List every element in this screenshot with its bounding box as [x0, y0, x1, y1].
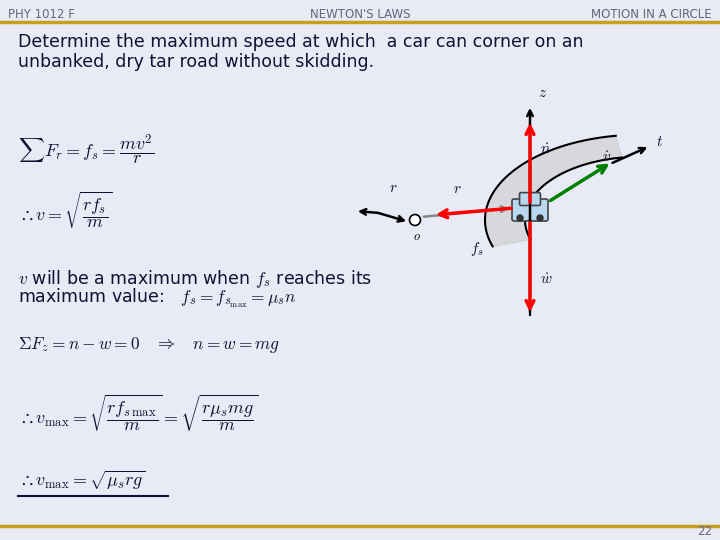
Text: $\therefore v = \sqrt{\dfrac{rf_s}{m}}$: $\therefore v = \sqrt{\dfrac{rf_s}{m}}$ [18, 190, 112, 231]
Text: $\dot{n}$: $\dot{n}$ [540, 143, 551, 158]
Text: $r$: $r$ [453, 181, 462, 196]
Text: MOTION IN A CIRCLE: MOTION IN A CIRCLE [591, 8, 712, 21]
Polygon shape [485, 136, 622, 246]
Text: $\dot{w}$: $\dot{w}$ [540, 273, 552, 287]
Text: $f_s$: $f_s$ [470, 240, 484, 258]
Text: maximum value:   $f_s = f_{s_{\rm max}} = \mu_s n$: maximum value: $f_s = f_{s_{\rm max}} = … [18, 287, 297, 310]
Text: unbanked, dry tar road without skidding.: unbanked, dry tar road without skidding. [18, 53, 374, 71]
FancyBboxPatch shape [520, 193, 541, 206]
Text: 22: 22 [697, 525, 712, 538]
Circle shape [537, 215, 543, 221]
Text: Determine the maximum speed at which  a car can corner on an: Determine the maximum speed at which a c… [18, 33, 583, 51]
Text: $z$: $z$ [538, 85, 547, 100]
FancyBboxPatch shape [512, 199, 548, 221]
Text: $v$ will be a maximum when $f_s$ reaches its: $v$ will be a maximum when $f_s$ reaches… [18, 268, 372, 290]
Text: $\therefore v_{\rm max} = \sqrt{\mu_s rg}$: $\therefore v_{\rm max} = \sqrt{\mu_s rg… [18, 468, 145, 491]
Text: $\therefore v_{\rm max} = \sqrt{\dfrac{rf_{s\,{\rm max}}}{m}} = \sqrt{\dfrac{r\m: $\therefore v_{\rm max} = \sqrt{\dfrac{r… [18, 393, 258, 434]
Text: $\dot{v}$: $\dot{v}$ [602, 151, 611, 165]
Text: $\sum F_r = f_s = \dfrac{mv^2}{r}$: $\sum F_r = f_s = \dfrac{mv^2}{r}$ [18, 133, 154, 167]
Text: PHY 1012 F: PHY 1012 F [8, 8, 75, 21]
Text: $\Sigma F_z = n - w = 0 \quad \Rightarrow \quad n = w = mg$: $\Sigma F_z = n - w = 0 \quad \Rightarro… [18, 335, 280, 355]
Text: $t$: $t$ [656, 134, 663, 150]
Circle shape [410, 214, 420, 226]
Circle shape [517, 215, 523, 221]
Text: $o$: $o$ [413, 230, 421, 243]
Text: $r$: $r$ [389, 180, 397, 195]
Text: NEWTON'S LAWS: NEWTON'S LAWS [310, 8, 410, 21]
